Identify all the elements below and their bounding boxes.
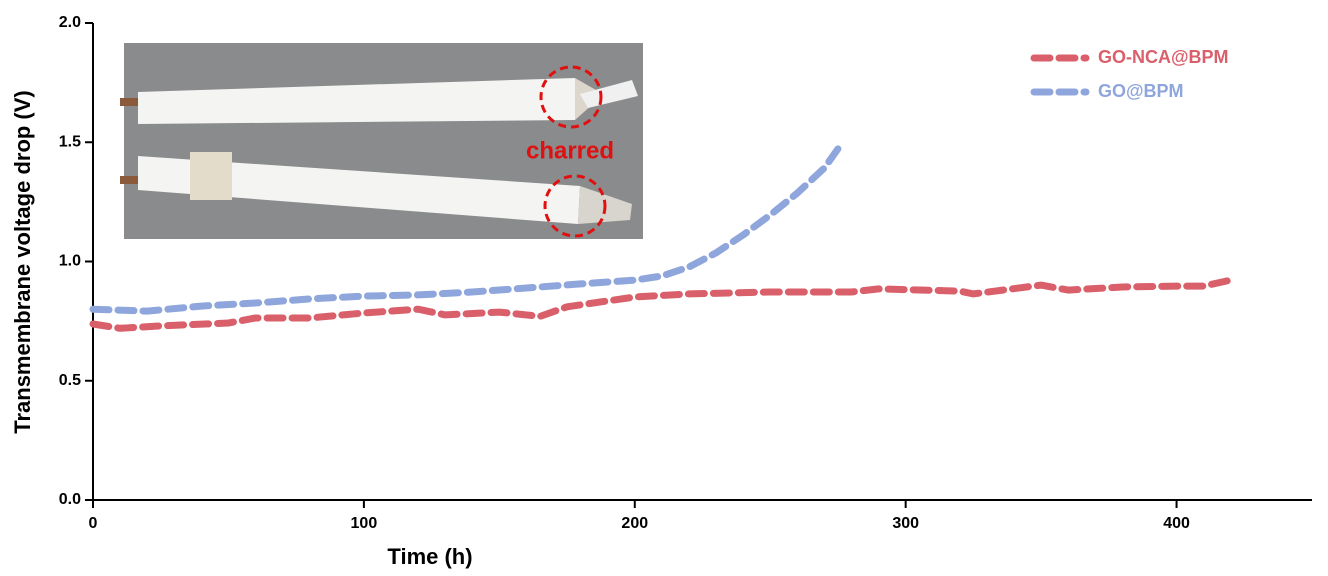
legend-label: GO@BPM <box>1098 81 1184 101</box>
series-line <box>89 145 842 315</box>
photo-membrane <box>580 80 638 108</box>
y-tick-label: 2.0 <box>59 14 81 31</box>
photo-collar <box>190 152 232 200</box>
x-tick-label: 200 <box>621 515 648 532</box>
series-line <box>89 276 1235 332</box>
photo-wire <box>120 176 140 184</box>
highlight-circle <box>543 174 607 238</box>
x-axis-title: Time (h) <box>387 544 472 569</box>
y-tick-label: 1.5 <box>59 133 81 150</box>
y-tick-label: 0.0 <box>59 491 81 508</box>
x-tick-label: 400 <box>1163 515 1190 532</box>
y-tick-label: 1.0 <box>59 253 81 270</box>
highlight-circle <box>539 65 603 129</box>
photo-wire <box>120 98 140 106</box>
y-axis-title: Transmembrane voltage drop (V) <box>10 90 35 434</box>
annotation: charred <box>526 137 614 164</box>
x-tick-label: 300 <box>892 515 919 532</box>
y-tick-label: 0.5 <box>59 372 81 389</box>
x-tick-label: 100 <box>351 515 378 532</box>
photo-tube <box>138 156 580 224</box>
legend-label: GO-NCA@BPM <box>1098 47 1229 67</box>
x-tick-label: 0 <box>89 515 98 532</box>
photo-tube <box>138 78 575 124</box>
inset-photo: charred <box>120 43 643 239</box>
